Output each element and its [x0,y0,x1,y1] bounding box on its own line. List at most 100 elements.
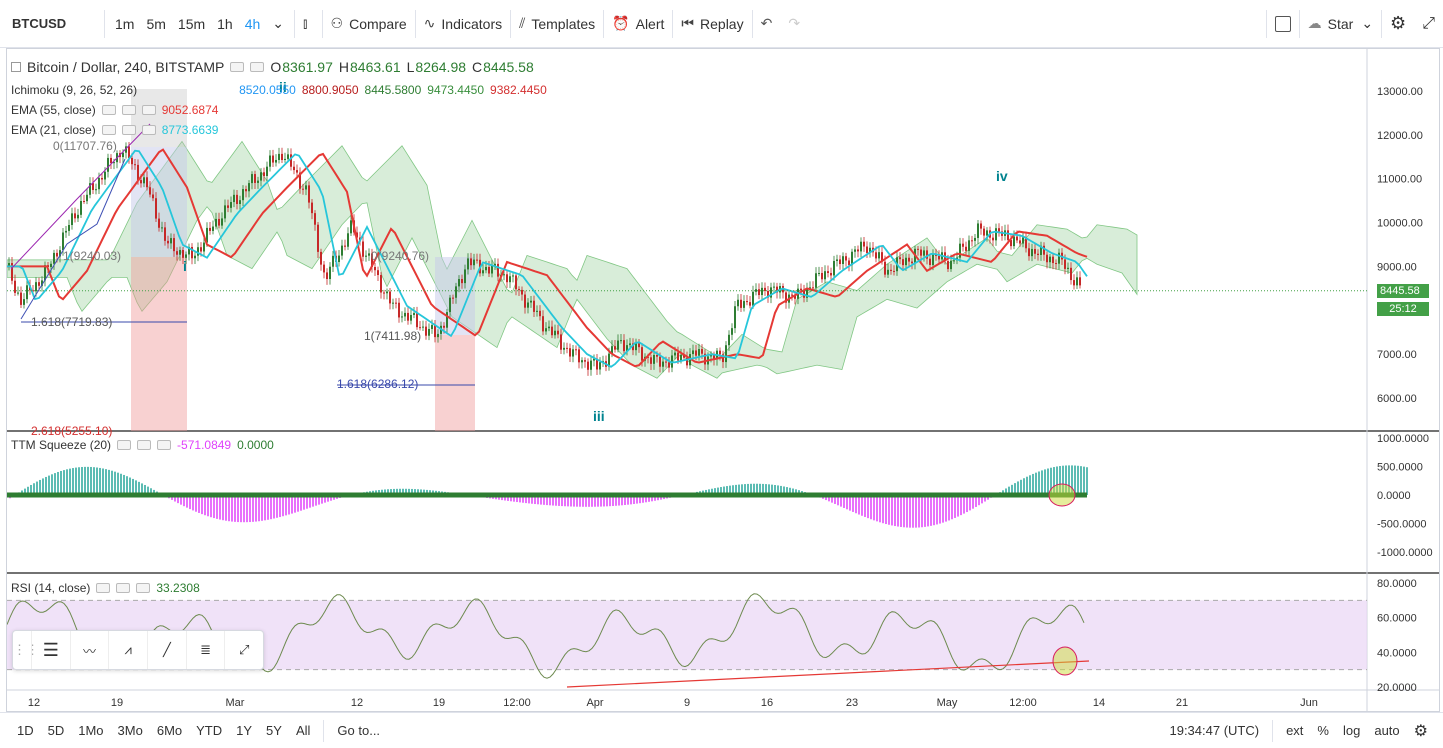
redo-button[interactable]: ↷ [780,0,808,48]
candle [110,157,112,164]
candle [761,287,763,296]
ema21-label: EMA (21, close) [11,123,96,137]
interval-1h[interactable]: 1h [217,15,233,32]
candle [488,266,490,274]
range-5d[interactable]: 5D [47,723,65,738]
interval-15m[interactable]: 15m [177,15,206,32]
candle [173,238,175,252]
legend-button[interactable] [121,125,136,135]
candle [542,316,544,332]
symbol-search[interactable]: BTCUSD [12,16,67,31]
auto-toggle[interactable]: auto [1374,723,1400,738]
range-all[interactable]: All [295,723,311,738]
ttm-bar [243,495,245,523]
ttm-bar [948,495,950,521]
ttm-bar [417,489,419,495]
legend-button[interactable] [230,62,245,72]
ttm-bar [582,495,584,507]
ema55-value: 9052.6874 [161,103,219,117]
ttm-bar [78,467,80,495]
range-1mo[interactable]: 1Mo [78,723,104,738]
candle [137,164,139,181]
goto-button[interactable]: Go to... [337,723,381,738]
candle [857,249,859,252]
replay-button[interactable]: ⏮ Replay [673,0,751,48]
ema55-line [7,148,1088,368]
legend-button[interactable] [121,105,136,115]
elliott-wave-tool-icon[interactable]: 〰 [69,631,109,669]
candle [128,146,130,159]
legend-button[interactable] [141,125,156,135]
ttm-tick-label: 500.0000 [1377,462,1423,474]
candle [908,257,910,262]
ttm-bar [831,495,833,503]
candle [260,172,262,181]
gear-icon[interactable]: ⚙ [1413,722,1428,740]
ttm-bar [63,470,65,495]
interval-5m[interactable]: 5m [146,15,166,32]
compare-button[interactable]: ⚇ Compare [323,0,415,48]
ext-toggle[interactable]: ext [1286,723,1304,738]
candle [182,249,184,258]
ttm-bar [906,495,908,528]
range-ytd[interactable]: YTD [196,723,223,738]
candle [191,246,193,259]
ttm-bar [1005,488,1007,495]
clock[interactable]: 19:34:47 (UTC) [1169,723,1260,738]
range-5y[interactable]: 5Y [266,723,282,738]
fib-tool-icon[interactable]: ≣ [185,631,225,669]
candle [866,246,868,253]
range-3mo[interactable]: 3Mo [117,723,143,738]
candle [638,343,640,348]
price-chart[interactable]: 13000.00 12000.00 11000.00 10000.00 9000.00 8… [7,49,1439,711]
fullscreen-toggle-button[interactable] [1267,0,1299,48]
ray-tool-icon[interactable]: ⤢ [224,631,263,669]
indicators-button[interactable]: ∿ Indicators [416,0,510,48]
legend-button[interactable] [157,440,172,450]
expand-button[interactable]: ⤢ [1414,0,1443,48]
candle [743,301,745,308]
log-toggle[interactable]: log [1342,723,1361,738]
legend-button[interactable] [96,583,111,593]
interval-1m[interactable]: 1m [115,15,135,32]
ttm-bar [222,495,224,521]
legend-button[interactable] [136,583,151,593]
candle [923,250,925,256]
legend-button[interactable] [141,105,156,115]
ttm-bar [117,472,119,495]
rsi-line [7,593,1085,679]
drag-handle-icon[interactable]: ⋮⋮ [13,642,39,657]
trend-line-tool-icon[interactable]: ╱ [147,631,186,669]
close-label: C [472,59,483,75]
chart-style-button[interactable]: ⫾ [295,0,321,48]
ttm-bar [273,495,275,519]
candle [164,227,166,241]
candle [503,274,505,276]
chevron-down-icon[interactable]: ⌄ [272,15,285,31]
range-6mo[interactable]: 6Mo [156,723,183,738]
candle [446,312,448,328]
legend-button[interactable] [101,105,116,115]
legend-button[interactable] [250,62,265,72]
templates-button[interactable]: ⫽ Templates [511,0,603,48]
lines-tool-icon[interactable]: ☰ [31,631,70,669]
eye-icon[interactable] [11,62,21,72]
range-1y[interactable]: 1Y [236,723,253,738]
settings-button[interactable]: ⚙ [1382,0,1414,48]
undo-button[interactable]: ↶ [753,0,781,48]
candle [80,200,82,215]
ttm-bar [90,466,92,495]
alert-button[interactable]: ⏰ Alert [604,0,672,48]
ttm-bar [909,495,911,528]
rsi-legend: RSI (14, close) 33.2308 [11,581,200,595]
percent-toggle[interactable]: % [1317,723,1329,738]
star-button[interactable]: ☁ Star ⌄ [1300,0,1381,48]
chart-area[interactable]: 13000.00 12000.00 11000.00 10000.00 9000.00 8… [6,48,1440,712]
abc-wave-tool-icon[interactable]: ⩘ [108,631,147,669]
legend-button[interactable] [137,440,152,450]
interval-4h[interactable]: 4h [244,15,261,32]
legend-button[interactable] [101,125,116,135]
legend-button[interactable] [116,583,131,593]
range-1d[interactable]: 1D [17,723,34,738]
legend-button[interactable] [117,440,132,450]
